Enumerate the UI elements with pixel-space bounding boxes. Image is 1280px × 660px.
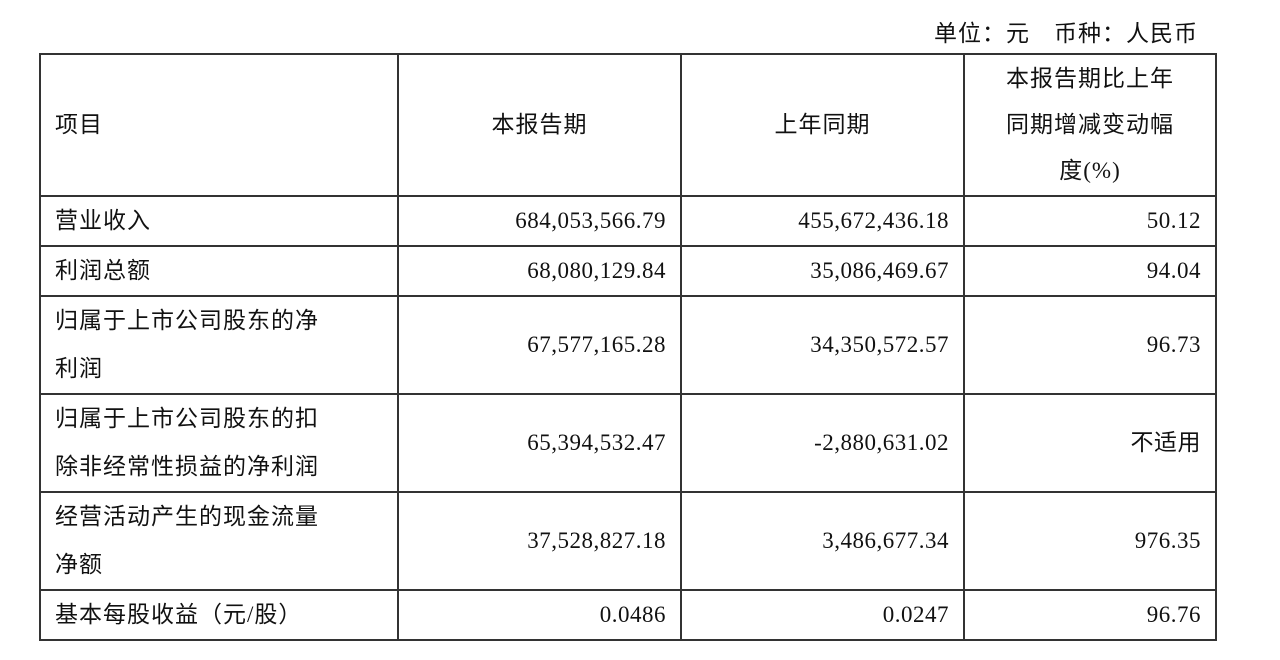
unit-currency-note: 单位：元 币种：人民币: [934, 21, 1198, 46]
item-line: 营业收入: [55, 208, 151, 233]
cell-current: 684,053,566.79: [397, 195, 682, 247]
item-line: 除非经常性损益的净利润: [55, 454, 319, 479]
item-line: 经营活动产生的现金流量: [55, 504, 319, 529]
cell-current: 37,528,827.18: [397, 491, 682, 591]
table-row: 经营活动产生的现金流量 净额 37,528,827.18 3,486,677.34 97…: [39, 491, 1217, 591]
cell-prior: 3,486,677.34: [680, 491, 965, 591]
table-row: 利润总额 68,080,129.84 35,086,469.67 94.04: [39, 245, 1217, 297]
header-line: 同期增减变动幅: [1006, 112, 1174, 137]
item-line: 基本每股收益（元/股）: [55, 602, 303, 627]
cell-current: 68,080,129.84: [397, 245, 682, 297]
item-line: 净额: [55, 552, 103, 577]
cell-prior: 35,086,469.67: [680, 245, 965, 297]
cell-item: 归属于上市公司股东的扣 除非经常性损益的净利润: [39, 393, 399, 493]
item-line: 归属于上市公司股东的扣: [55, 406, 319, 431]
financial-summary-table: 项目 本报告期 上年同期 本报告期比上年 同期增减变动幅 度(%) 营业收入 68…: [39, 53, 1217, 641]
item-line: 利润: [55, 356, 103, 381]
cell-change: 976.35: [963, 491, 1217, 591]
cell-prior: 455,672,436.18: [680, 195, 965, 247]
table-row: 基本每股收益（元/股） 0.0486 0.0247 96.76: [39, 589, 1217, 641]
cell-item: 基本每股收益（元/股）: [39, 589, 399, 641]
table-row: 归属于上市公司股东的净 利润 67,577,165.28 34,350,572.57 9…: [39, 295, 1217, 395]
cell-change: 94.04: [963, 245, 1217, 297]
header-prior-period: 上年同期: [680, 53, 965, 197]
cell-change: 96.76: [963, 589, 1217, 641]
header-line: 度(%): [1059, 158, 1121, 183]
cell-current: 67,577,165.28: [397, 295, 682, 395]
cell-change: 50.12: [963, 195, 1217, 247]
table-row: 营业收入 684,053,566.79 455,672,436.18 50.12: [39, 195, 1217, 247]
header-line: 本报告期比上年: [1006, 66, 1174, 91]
cell-prior: 34,350,572.57: [680, 295, 965, 395]
cell-item: 利润总额: [39, 245, 399, 297]
cell-change: 96.73: [963, 295, 1217, 395]
cell-current: 65,394,532.47: [397, 393, 682, 493]
table-header-row: 项目 本报告期 上年同期 本报告期比上年 同期增减变动幅 度(%): [39, 53, 1217, 197]
cell-current: 0.0486: [397, 589, 682, 641]
header-current-period: 本报告期: [397, 53, 682, 197]
table-row: 归属于上市公司股东的扣 除非经常性损益的净利润 65,394,532.47 -2,88…: [39, 393, 1217, 493]
item-line: 归属于上市公司股东的净: [55, 308, 319, 333]
cell-change: 不适用: [963, 393, 1217, 493]
cell-item: 营业收入: [39, 195, 399, 247]
cell-prior: 0.0247: [680, 589, 965, 641]
item-line: 利润总额: [55, 258, 151, 283]
header-item: 项目: [39, 53, 399, 197]
header-change-percent: 本报告期比上年 同期增减变动幅 度(%): [963, 53, 1217, 197]
cell-prior: -2,880,631.02: [680, 393, 965, 493]
cell-item: 归属于上市公司股东的净 利润: [39, 295, 399, 395]
cell-item: 经营活动产生的现金流量 净额: [39, 491, 399, 591]
